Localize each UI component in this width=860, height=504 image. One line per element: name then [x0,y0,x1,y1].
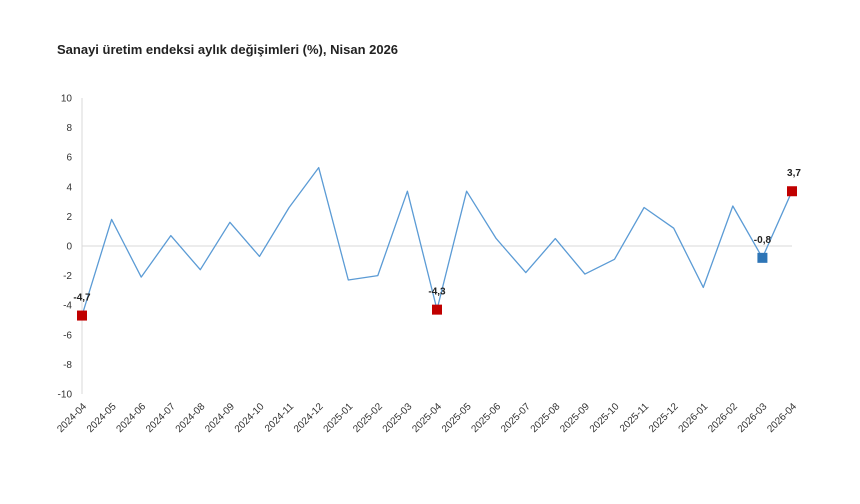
x-tick-label: 2024-08 [174,401,208,435]
x-tick-label: 2026-04 [765,401,799,435]
x-tick-label: 2024-06 [115,401,149,435]
data-point-marker [432,304,442,315]
x-tick-label: 2025-06 [470,401,504,435]
data-point-marker [757,252,768,263]
x-tick-label: 2024-11 [263,401,297,435]
data-label: -4,3 [428,287,446,298]
y-tick-label: 2 [66,212,72,223]
y-tick-label: 4 [66,182,72,193]
x-tick-label: 2025-11 [618,401,652,435]
x-tick-label: 2025-02 [351,401,385,435]
x-tick-label: 2025-05 [440,401,474,435]
y-tick-label: 10 [61,94,73,105]
x-tick-label: 2024-09 [203,401,237,435]
x-tick-label: 2025-03 [381,401,415,435]
y-tick-label: 8 [66,123,72,134]
x-tick-label: 2024-07 [144,401,178,435]
x-tick-label: 2025-07 [499,401,533,435]
x-tick-label: 2025-10 [588,401,622,435]
y-tick-label: -10 [58,390,73,401]
y-tick-label: 0 [66,242,72,253]
x-tick-label: 2026-03 [736,401,770,435]
x-tick-label: 2025-08 [529,401,563,435]
x-tick-label: 2026-01 [677,401,711,435]
data-label: 3,7 [787,168,801,179]
x-tick-label: 2026-02 [706,401,740,435]
chart-title: Sanayi üretim endeksi aylık değişimleri … [57,42,399,57]
y-tick-label: -6 [63,330,72,341]
y-tick-label: 6 [66,153,72,164]
x-tick-label: 2024-10 [233,401,267,435]
y-tick-label: -4 [63,301,72,312]
x-tick-label: 2025-04 [410,401,444,435]
x-tick-label: 2025-12 [647,401,681,435]
x-tick-label: 2025-01 [322,401,356,435]
y-tick-label: -8 [63,360,72,371]
x-tick-label: 2025-09 [558,401,592,435]
data-point-marker [787,186,797,197]
data-label: -0,8 [754,235,772,246]
data-point-marker [77,310,87,321]
x-tick-label: 2024-04 [55,401,89,435]
x-tick-label: 2024-05 [85,401,119,435]
y-tick-label: -2 [63,271,72,282]
x-tick-label: 2024-12 [292,401,326,435]
data-label: -4,7 [73,293,91,304]
